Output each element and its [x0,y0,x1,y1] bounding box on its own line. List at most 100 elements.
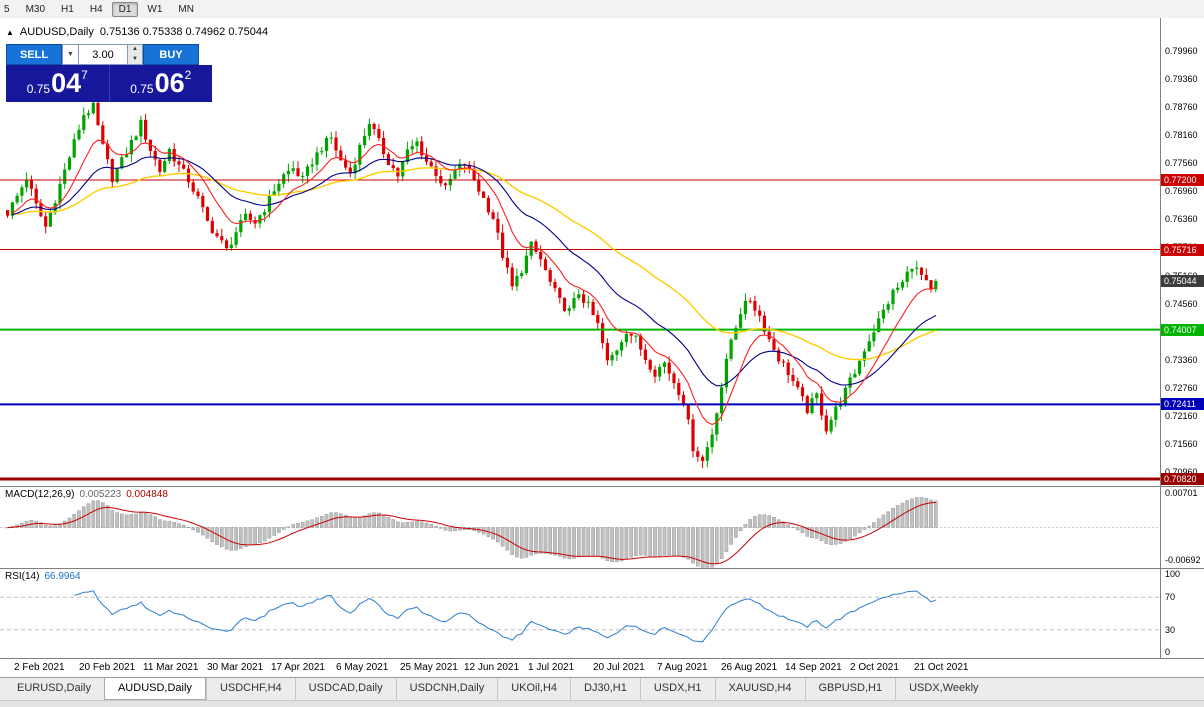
buy-price-pip: 2 [184,68,192,82]
price-scale-label: 0.79960 [1165,46,1198,56]
moving-averages [12,139,937,426]
panel-separator[interactable] [0,486,1204,487]
horizontal-level-lines[interactable] [0,179,1160,481]
price-scale-label: 0.77560 [1165,158,1198,168]
timeframe-button-h1[interactable]: H1 [61,3,74,15]
candles [6,95,938,468]
rsi-line [74,590,936,643]
date-axis-label: 11 Mar 2021 [143,662,199,673]
rsi-scale[interactable]: 100 70 30 0 [1160,569,1204,658]
timeframe-button-w1[interactable]: W1 [147,3,163,15]
price-scale[interactable]: 0.79960 0.79360 0.78760 0.78160 0.77560 0.769… [1160,18,1204,486]
timeframe-button-m30[interactable]: M30 [25,3,46,15]
chart-tab-dj30-h1[interactable]: DJ30,H1 [570,678,640,700]
price-level-tag: 0.70820 [1161,473,1204,485]
sell-price[interactable]: 0.75 04 7 [6,65,109,102]
panel-separator[interactable] [0,658,1204,659]
spinner-down-icon[interactable]: ▼ [128,54,142,64]
price-level-tag: 0.74007 [1161,324,1204,336]
date-axis-label: 2 Feb 2021 [14,662,65,673]
price-scale-label: 0.71560 [1165,439,1198,449]
date-axis-label: 20 Jul 2021 [593,662,645,673]
buy-price-prefix: 0.75 [130,82,154,96]
rsi-panel[interactable]: RSI(14) 66.9964 [0,569,1160,658]
rsi-scale-label: 100 [1165,569,1181,579]
price-scale-label: 0.73360 [1165,355,1198,365]
price-scale-label: 0.78160 [1165,130,1198,140]
macd-scale[interactable]: 0.00701 -0.00692 [1160,487,1204,568]
date-axis-label: 6 May 2021 [336,662,389,673]
rsi-value: 66.9964 [44,571,81,582]
lot-spinner[interactable]: ▲ ▼ [128,44,143,65]
rsi-name: RSI(14) [5,571,40,582]
status-strip [0,700,1204,707]
macd-main-value: 0.005223 [79,489,122,500]
rsi-scale-label: 70 [1165,592,1176,602]
timeframe-button-5[interactable]: 5 [4,3,10,15]
chart-tab-audusd-daily[interactable]: AUDUSD,Daily [103,678,206,700]
macd-histogram [5,497,938,568]
date-axis-label: 20 Feb 2021 [79,662,136,673]
chart-tab-usdx-h1[interactable]: USDX,H1 [639,678,715,700]
buy-price-big: 06 [154,68,185,98]
panel-separator[interactable] [0,568,1204,569]
macd-title: MACD(12,26,9) 0.005223 0.004848 [5,489,168,500]
price-scale-label: 0.78760 [1165,102,1198,112]
date-axis-label: 2 Oct 2021 [850,662,899,673]
date-axis-label: 17 Apr 2021 [271,662,325,673]
price-scale-label: 0.74560 [1165,299,1198,309]
sell-price-big: 04 [51,68,82,98]
chart-tab-eurusd-daily[interactable]: EURUSD,Daily [17,682,91,694]
price-scale-label: 0.76360 [1165,214,1198,224]
chart-tab-usdcad-daily[interactable]: USDCAD,Daily [294,678,396,700]
macd-canvas[interactable] [0,487,1160,568]
price-chart-canvas[interactable] [0,18,1160,486]
rsi-canvas[interactable] [0,569,1160,658]
rsi-scale-label: 30 [1165,625,1176,635]
timeframe-button-h4[interactable]: H4 [89,3,103,15]
main-chart-panel[interactable]: ▲ AUDUSD,Daily 0.75136 0.75338 0.74962 0… [0,18,1160,486]
timeframe-toolbar: 5 M30 H1 H4 D1 W1 MN [0,0,1204,19]
buy-button[interactable]: BUY [143,44,199,65]
date-axis-label: 14 Sep 2021 [785,662,842,673]
chart-tab-usdx-weekly[interactable]: USDX,Weekly [895,678,991,700]
timeframe-button-mn[interactable]: MN [178,3,194,15]
rsi-scale-label: 0 [1165,647,1171,657]
chart-tab-xauusd-h4[interactable]: XAUUSD,H4 [714,678,805,700]
chart-tab-gbpusd-h1[interactable]: GBPUSD,H1 [804,678,896,700]
macd-name: MACD(12,26,9) [5,489,75,500]
price-level-tag: 0.75044 [1161,275,1204,287]
sell-price-prefix: 0.75 [26,82,51,96]
price-scale-label: 0.70960 [1165,467,1198,477]
collapse-widget-icon[interactable]: ▲ [6,27,14,37]
chart-tab-usdcnh-daily[interactable]: USDCNH,Daily [395,678,498,700]
chart-tabs-bar: EURUSD,Daily AUDUSD,Daily USDCHF,H4 USDCAD,… [0,677,1204,700]
spinner-up-icon[interactable]: ▲ [128,45,142,55]
date-axis-label: 12 Jun 2021 [464,662,520,673]
date-axis-label: 7 Aug 2021 [657,662,708,673]
date-axis-label: 21 Oct 2021 [914,662,969,673]
order-dropdown-icon[interactable]: ▼ [62,44,78,65]
one-click-trading-widget: SELL ▼ ▲ ▼ BUY 0.75 04 7 0.75 06 2 [6,44,212,102]
price-level-tag: 0.75716 [1161,244,1204,256]
date-axis-label: 26 Aug 2021 [721,662,778,673]
time-axis[interactable]: 2 Feb 2021 20 Feb 2021 11 Mar 2021 30 Mar 2… [0,659,1204,676]
macd-scale-top-label: 0.00701 [1165,488,1198,498]
macd-signal-value: 0.004848 [126,489,168,500]
chart-tab-usdchf-h4[interactable]: USDCHF,H4 [205,678,295,700]
price-scale-label: 0.79360 [1165,74,1198,84]
timeframe-button-d1[interactable]: D1 [111,1,139,17]
sell-price-pip: 7 [81,68,88,82]
chart-symbol-title: AUDUSD,Daily [19,26,94,38]
sell-button[interactable]: SELL [6,44,62,65]
rsi-title: RSI(14) 66.9964 [5,571,81,582]
macd-panel[interactable]: MACD(12,26,9) 0.005223 0.004848 [0,487,1160,568]
chart-tab-ukoil-h4[interactable]: UKOil,H4 [497,678,570,700]
buy-price[interactable]: 0.75 06 2 [108,65,213,102]
lot-size-input[interactable] [78,44,128,65]
date-axis-label: 25 May 2021 [400,662,458,673]
date-axis-label: 30 Mar 2021 [207,662,264,673]
chart-header: ▲ AUDUSD,Daily 0.75136 0.75338 0.74962 0… [6,26,268,38]
price-level-tag: 0.72411 [1161,398,1204,410]
